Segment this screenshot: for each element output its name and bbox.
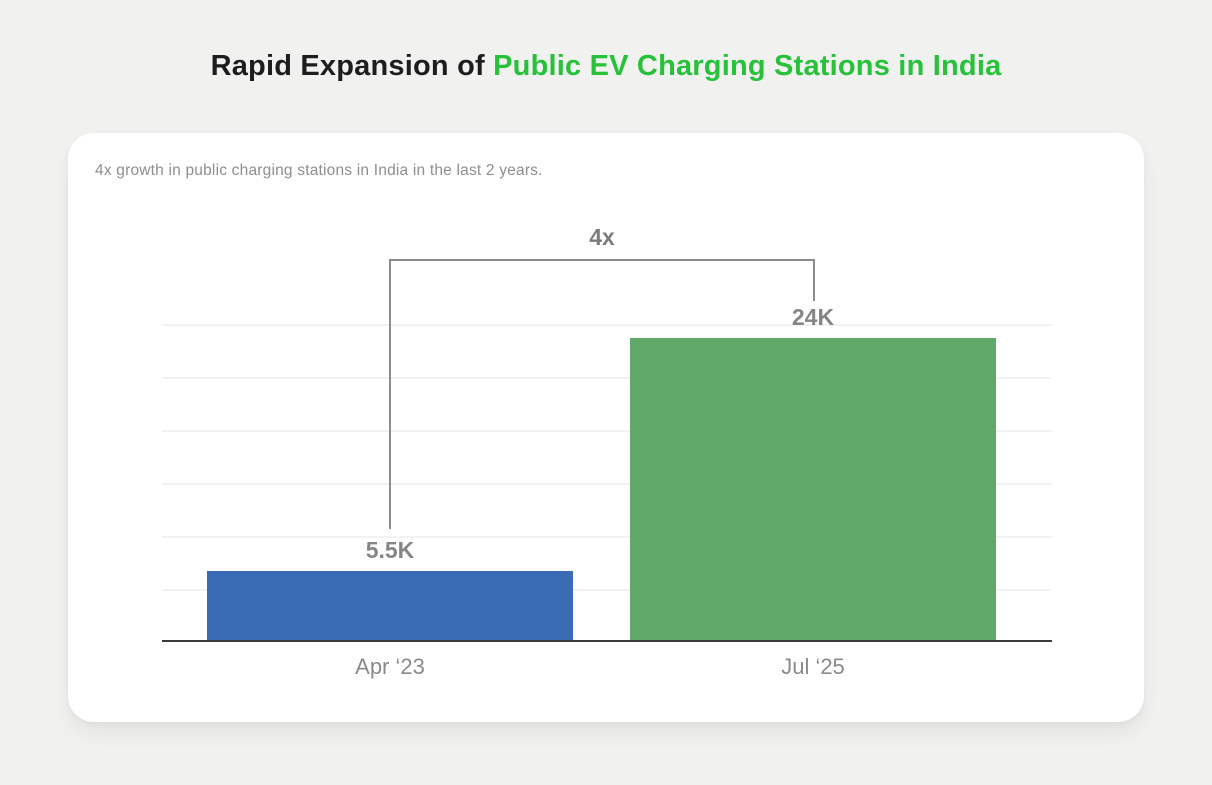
chart-card: 4x growth in public charging stations in… [68,133,1144,722]
page-title: Rapid Expansion of Public EV Charging St… [0,50,1212,83]
growth-bracket-left-line [389,259,391,529]
growth-bracket-horizontal-line [389,259,815,261]
category-label: Jul ‘25 [781,654,845,679]
page-title-highlight: Public EV Charging Stations in India [493,50,1002,82]
growth-annotation: 4x [589,224,615,250]
bar-jul-25 [630,338,996,640]
gridline [162,536,1052,538]
gridline [162,324,1052,326]
gridline [162,589,1052,591]
page-title-prefix: Rapid Expansion of [210,50,494,82]
value-label: 5.5K [365,537,415,563]
category-label: Apr ‘23 [355,654,425,679]
value-label: 24K [791,304,835,330]
x-axis-line [162,640,1052,642]
gridline [162,483,1052,485]
growth-bracket-right-line [813,259,815,301]
gridline [162,377,1052,379]
chart-subtitle: 4x growth in public charging stations in… [95,162,543,179]
plot-area: 5.5K Apr ‘23 24K Jul ‘25 4x [68,133,1144,722]
bar-apr-23 [207,571,573,640]
gridline [162,430,1052,432]
